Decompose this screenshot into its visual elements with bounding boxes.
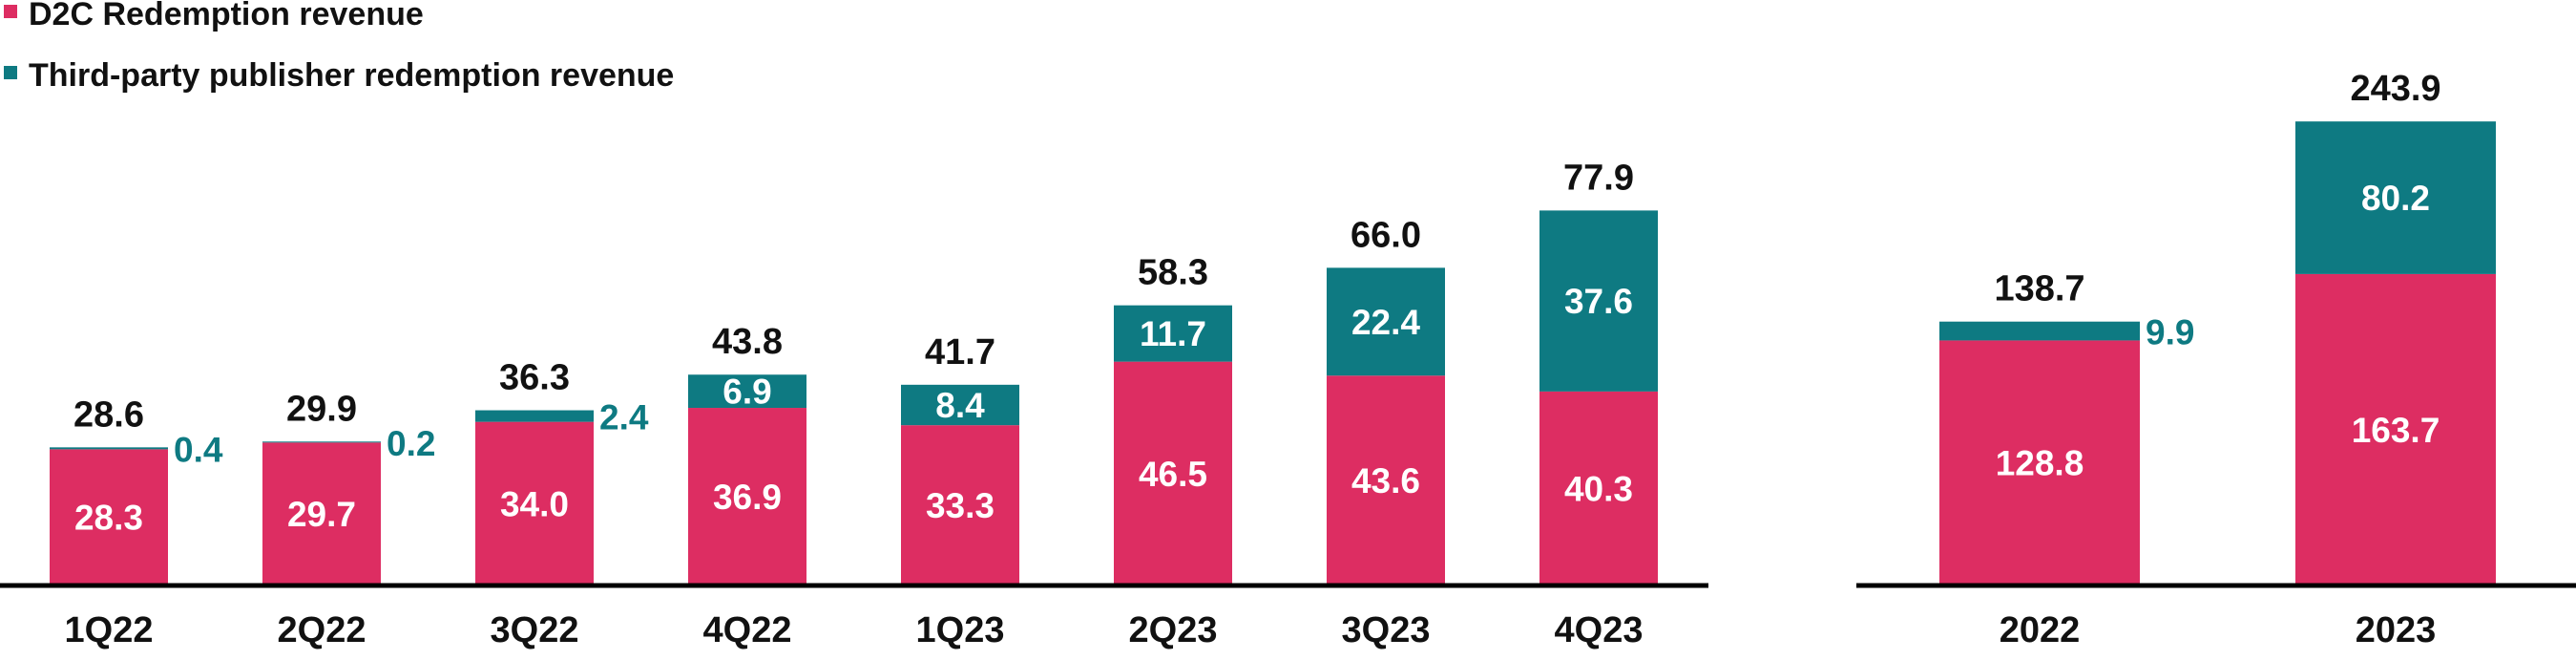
panel1-bar-third-party-3q22: [475, 410, 594, 422]
panel1-tick-2q22: 2Q22: [278, 610, 367, 650]
panel1-total-4q22: 43.8: [712, 322, 783, 362]
panel1-total-1q22: 28.6: [73, 394, 144, 435]
panel1-bar-d2c-1q22: [50, 449, 168, 585]
legend-swatch-third-party: [4, 66, 17, 79]
panel1-bar-third-party-2q22: [262, 441, 381, 443]
panel1-label-third-party-4q23: 37.6: [1564, 282, 1633, 321]
panel1-bar-third-party-4q22: [688, 374, 806, 409]
panel2-bar-d2c-2022: [1939, 340, 2140, 585]
panel1-label-d2c-1q22: 28.3: [74, 499, 143, 538]
panel1-tick-3q22: 3Q22: [491, 610, 579, 650]
panel1-bar-d2c-4q22: [688, 408, 806, 585]
panel2-label-third-party-2022: 9.9: [2146, 313, 2194, 352]
legend-swatch-d2c: [4, 5, 17, 18]
legend-label-d2c: D2C Redemption revenue: [29, 0, 424, 32]
panel1-bar-third-party-3q23: [1327, 267, 1445, 376]
panel1-bar-d2c-4q23: [1539, 391, 1658, 585]
panel1-bar-third-party-4q23: [1539, 210, 1658, 392]
panel2-bar-d2c-2023: [2295, 273, 2496, 585]
panel1-bar-third-party-1q22: [50, 447, 168, 450]
panel1-bar-d2c-2q23: [1114, 361, 1232, 585]
panel2-label-third-party-2023: 80.2: [2361, 179, 2430, 218]
panel1-total-4q23: 77.9: [1563, 158, 1634, 198]
legend-label-third-party: Third-party publisher redemption revenue: [29, 57, 674, 94]
panel1-label-d2c-2q22: 29.7: [287, 495, 356, 534]
panel1-label-third-party-1q23: 8.4: [935, 386, 985, 425]
panel1-tick-3q23: 3Q23: [1342, 610, 1431, 650]
panel1-bar-d2c-2q22: [262, 442, 381, 585]
panel2-bar-third-party-2023: [2295, 121, 2496, 274]
panel2-tick-2022: 2022: [2000, 610, 2081, 650]
panel2-total-2022: 138.7: [1994, 269, 2084, 309]
panel1-label-d2c-3q22: 34.0: [500, 484, 569, 523]
panel1-tick-4q22: 4Q22: [703, 610, 792, 650]
panel1-label-d2c-4q23: 40.3: [1564, 469, 1633, 508]
panel1-label-third-party-2q22: 0.2: [387, 424, 435, 463]
panel1-bar-d2c-1q23: [901, 425, 1019, 585]
panel1-total-3q22: 36.3: [499, 358, 570, 398]
panel1-total-2q23: 58.3: [1138, 253, 1208, 293]
panel1-tick-1q23: 1Q23: [916, 610, 1005, 650]
panel1-tick-1q22: 1Q22: [65, 610, 154, 650]
panel2-label-d2c-2023: 163.7: [2352, 411, 2440, 450]
panel1-label-d2c-1q23: 33.3: [926, 486, 995, 525]
panel2-tick-2023: 2023: [2356, 610, 2437, 650]
panel1-total-1q23: 41.7: [925, 332, 995, 373]
panel1-label-d2c-4q22: 36.9: [713, 478, 782, 517]
panel1-label-third-party-3q22: 2.4: [599, 398, 649, 437]
panel1-tick-4q23: 4Q23: [1555, 610, 1644, 650]
panel2-total-2023: 243.9: [2350, 69, 2440, 109]
panel1-bar-third-party-2q23: [1114, 305, 1232, 362]
panel1-label-d2c-3q23: 43.6: [1351, 461, 1420, 500]
panel1-label-third-party-3q23: 22.4: [1351, 303, 1420, 342]
panel1-label-third-party-1q22: 0.4: [174, 430, 223, 469]
panel2-label-d2c-2022: 128.8: [1996, 444, 2084, 483]
panel1-label-d2c-2q23: 46.5: [1139, 455, 1207, 494]
panel1-label-third-party-4q22: 6.9: [723, 373, 771, 412]
panel1-tick-2q23: 2Q23: [1129, 610, 1218, 650]
panel2-bar-third-party-2022: [1939, 321, 2140, 341]
panel1-total-2q22: 29.9: [286, 389, 357, 429]
panel1-bar-third-party-1q23: [901, 384, 1019, 426]
panel1-label-third-party-2q23: 11.7: [1140, 314, 1206, 353]
chart-marks: 28.3 0.4 28.6 1Q22 29.7 0.2 29.9 2Q22 34.0 2.4 36.…: [0, 69, 2576, 650]
panel1-bar-d2c-3q22: [475, 421, 594, 585]
panel1-bar-d2c-3q23: [1327, 375, 1445, 585]
panel1-total-3q23: 66.0: [1351, 215, 1421, 255]
legend: D2C Redemption revenue Third-party publi…: [4, 0, 674, 94]
